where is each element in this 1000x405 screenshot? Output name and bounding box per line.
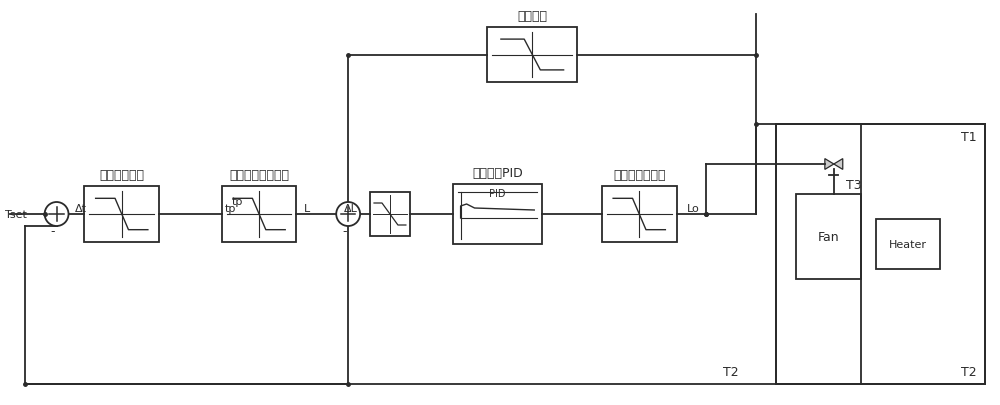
Text: PID: PID [489, 189, 506, 198]
Text: 温差标幺处理: 温差标幺处理 [99, 168, 144, 181]
Bar [796, 194, 861, 279]
Text: L: L [304, 203, 311, 213]
Text: 开度预测: 开度预测 [517, 9, 547, 22]
Text: T2: T2 [723, 366, 739, 379]
Bar [222, 187, 296, 243]
Text: 温度开度转换系数: 温度开度转换系数 [229, 168, 289, 181]
Bar [487, 28, 577, 83]
Bar [370, 192, 410, 237]
Text: Tset: Tset [5, 209, 27, 220]
Text: Lo: Lo [687, 203, 699, 213]
Text: tp: tp [232, 196, 243, 207]
Text: 三通开度PID: 三通开度PID [472, 166, 523, 179]
Text: Fan: Fan [818, 230, 839, 243]
Polygon shape [825, 159, 834, 170]
Text: Δt: Δt [74, 203, 86, 213]
Text: -: - [50, 224, 55, 237]
Bar [776, 125, 985, 384]
Bar [84, 187, 159, 243]
Text: -: - [342, 224, 346, 237]
Text: T1: T1 [961, 130, 977, 143]
Text: T3: T3 [846, 178, 861, 191]
Text: Heater: Heater [889, 239, 927, 249]
Bar [602, 187, 677, 243]
Polygon shape [834, 159, 843, 170]
Text: ΔL: ΔL [344, 203, 358, 213]
Text: T2: T2 [961, 366, 977, 379]
Bar [876, 220, 940, 269]
Circle shape [336, 202, 360, 226]
Circle shape [45, 202, 69, 226]
Text: tp: tp [225, 203, 236, 213]
Text: 三通阀输出限位: 三通阀输出限位 [613, 168, 665, 181]
Bar [453, 185, 542, 244]
